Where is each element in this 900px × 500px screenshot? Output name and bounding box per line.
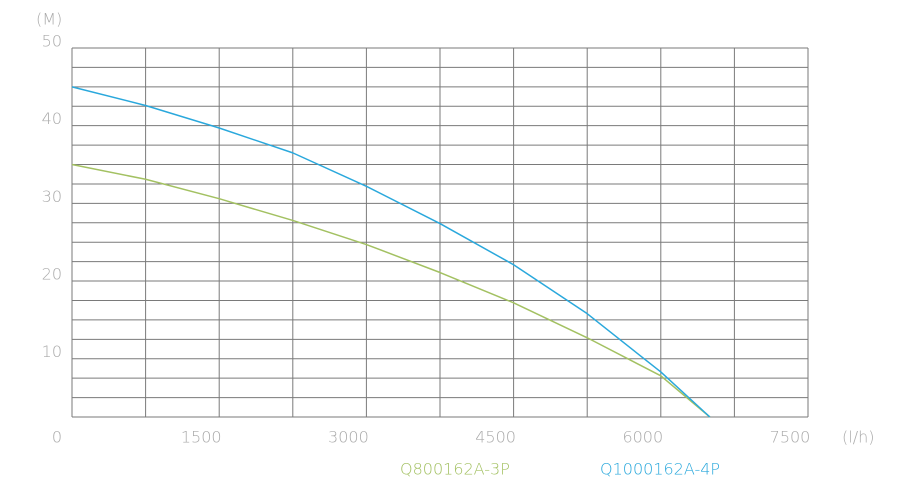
x-tick-label: 7500 — [770, 428, 811, 447]
y-unit: (M) — [36, 10, 62, 29]
legend-label: Q1000162A-4P — [600, 460, 720, 479]
legend-label: Q800162A-3P — [400, 460, 510, 479]
y-tick-label: 30 — [42, 187, 62, 206]
y-tick-label: 20 — [42, 265, 62, 284]
series-line — [71, 86, 711, 418]
x-tick-label: 6000 — [622, 428, 663, 447]
y-tick-label: 10 — [42, 342, 62, 361]
x-unit: (l/h) — [842, 428, 874, 447]
y-tick-label: 50 — [42, 32, 62, 51]
y-tick-label: 40 — [42, 109, 62, 128]
x-tick-label: 4500 — [475, 428, 516, 447]
x-tick-label: 3000 — [328, 428, 369, 447]
x-tick-label: 1500 — [181, 428, 222, 447]
x-tick-label: 0 — [52, 428, 62, 447]
series-line — [71, 163, 711, 418]
